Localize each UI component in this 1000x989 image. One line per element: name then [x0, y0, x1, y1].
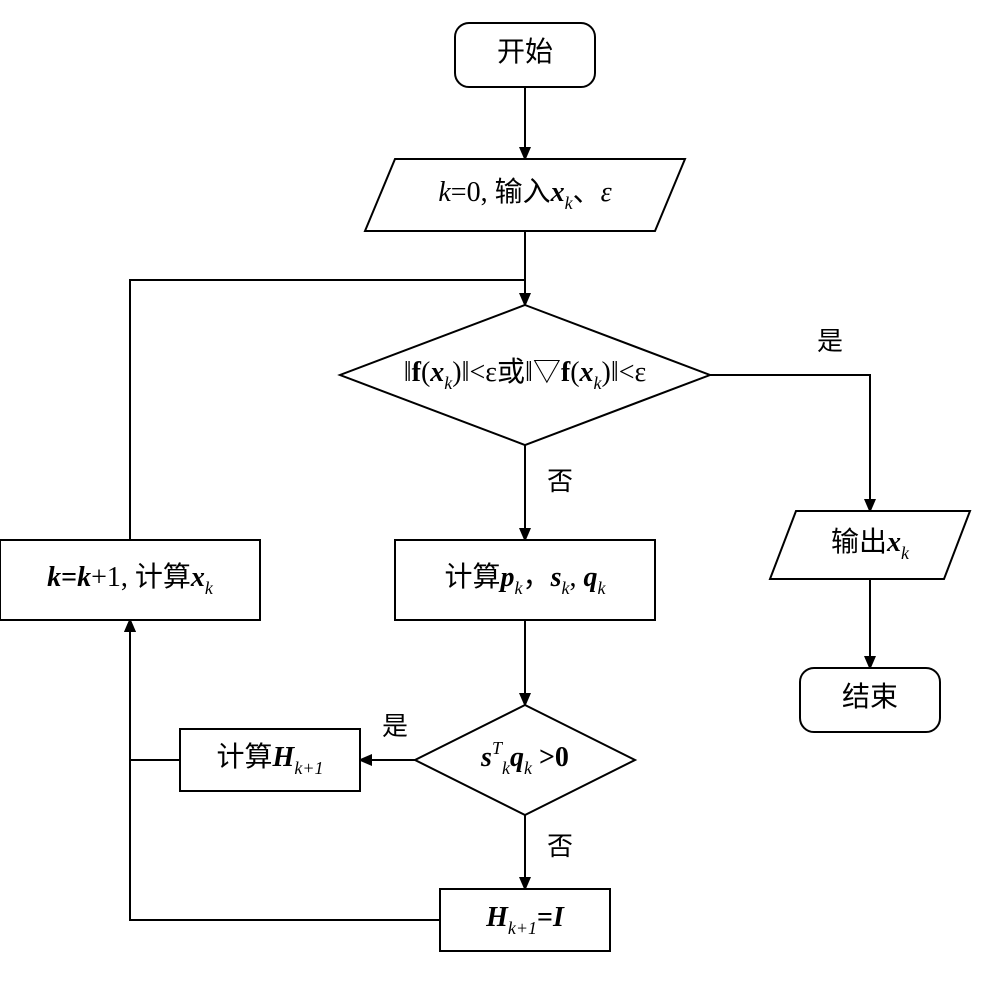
edge-cond1-output [710, 375, 870, 511]
edge-label-cond1-calc: 否 [547, 467, 573, 496]
label-input: k=0, 输入xk、ε [438, 176, 611, 213]
label-cond1: ‖f(xk)‖<ε或‖▽f(xk)‖<ε [404, 356, 647, 393]
edge-label-cond2-reset: 否 [547, 832, 573, 861]
edge-calcH-loop [130, 620, 180, 760]
edge-label-cond1-output: 是 [817, 327, 843, 356]
label-start: 开始 [497, 36, 553, 68]
label-loop: k=k+1, 计算xk [47, 561, 214, 598]
edge-label-cond2-calcH: 是 [382, 712, 408, 741]
label-end: 结束 [842, 681, 898, 713]
label-output: 输出xk [831, 526, 910, 563]
label-calc: 计算pk，sk, qk [445, 561, 607, 598]
